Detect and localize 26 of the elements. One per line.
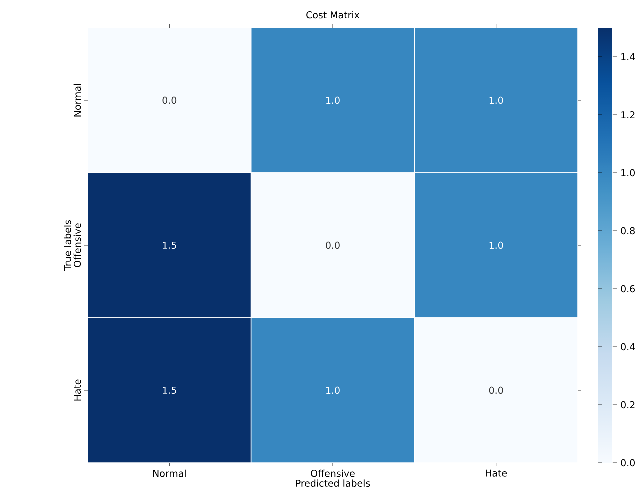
x-tick-label: Hate (486, 470, 508, 477)
data-label: 1.5 (163, 242, 176, 250)
y-axis-title: True labels (64, 220, 72, 271)
data-label: 1.5 (163, 386, 176, 394)
color-bar-label: 1.4 (622, 54, 636, 60)
data-label: 0.0 (162, 96, 177, 104)
chart-title: Cost Matrix (306, 11, 360, 19)
data-label: 1.0 (490, 242, 504, 250)
color-bar-label: 0.8 (621, 227, 635, 235)
data-label: 0.0 (489, 386, 504, 394)
color-bar-label: 0.4 (621, 343, 636, 351)
y-tick-label: Hate (74, 380, 82, 401)
color-bar-label: 0.2 (621, 401, 635, 409)
color-bar-label: 0.6 (621, 285, 636, 293)
x-axis-title: Predicted labels (296, 480, 370, 488)
x-tick-label: Offensive (311, 470, 355, 478)
color-bar-label: 0.0 (621, 459, 635, 467)
y-tick-label: Normal (74, 84, 82, 117)
data-label: 1.0 (490, 96, 504, 104)
color-bar-label: 1.0 (622, 169, 635, 177)
color-bar-label: 1.2 (622, 111, 635, 119)
y-tick-label: Offensive (74, 224, 82, 268)
data-label: 1.0 (326, 386, 340, 394)
x-tick-label: Normal (153, 470, 186, 478)
data-label: 1.0 (326, 96, 340, 104)
data-label: 0.0 (326, 242, 340, 250)
